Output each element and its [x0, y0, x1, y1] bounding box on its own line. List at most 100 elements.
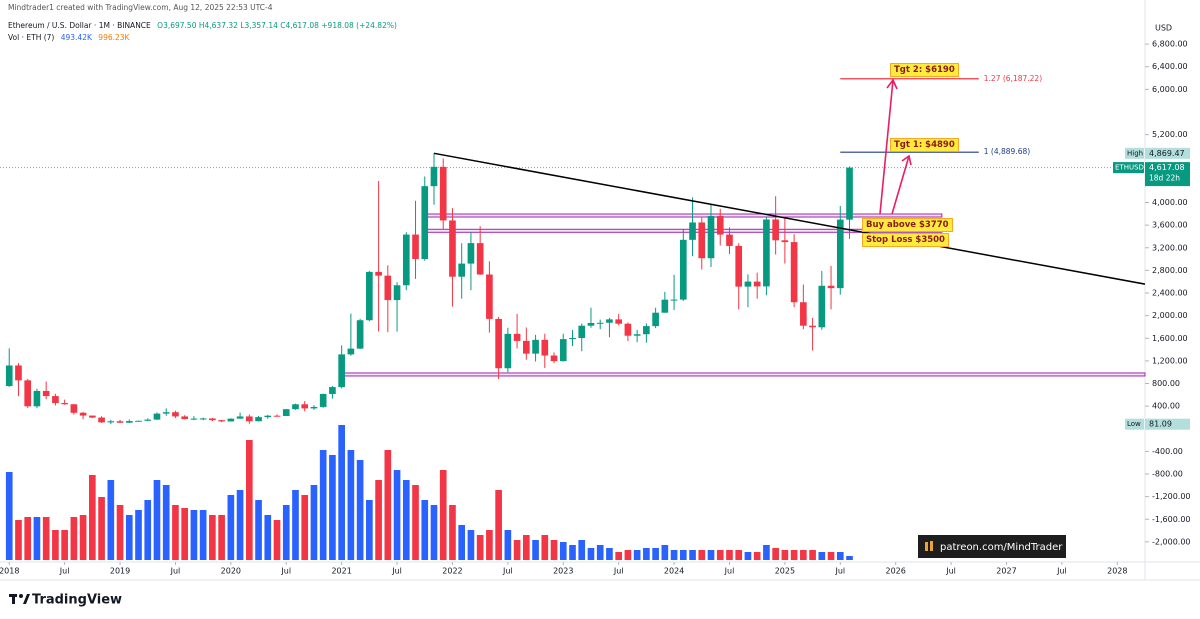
candle-body	[144, 419, 152, 421]
volume-bar	[15, 520, 22, 560]
volume-bar	[356, 460, 364, 560]
symbol: Ethereum / U.S. Dollar · 1M · BINANCE	[8, 21, 151, 30]
volume-bar	[209, 515, 216, 560]
volume-bar	[70, 517, 78, 560]
volume-bar	[319, 450, 327, 560]
candle-body	[495, 318, 502, 369]
volume-bar	[282, 505, 290, 560]
candle-body	[633, 334, 641, 336]
candle-body	[606, 319, 613, 323]
fib-label: 1 (4,889.68)	[984, 147, 1030, 156]
candle-body	[615, 319, 622, 324]
candle-body	[763, 219, 770, 287]
candle-body	[310, 406, 318, 409]
tag-name-box	[1125, 418, 1144, 430]
volume-bar	[384, 450, 392, 560]
volume-bar	[836, 552, 844, 560]
volume-bar	[5, 472, 13, 560]
x-tick-label: 2028	[1107, 567, 1127, 576]
candle-body	[818, 285, 826, 328]
volume-bar	[726, 550, 733, 560]
x-tick-label: Jul	[945, 567, 956, 576]
volume-bar	[643, 548, 650, 560]
candle-body	[421, 186, 429, 260]
x-tick-label: Jul	[502, 567, 513, 576]
candle-body	[42, 390, 50, 397]
candle-body	[33, 390, 41, 407]
volume-bar	[513, 540, 521, 560]
y-tick-label: 800.00	[1152, 379, 1180, 388]
y-tick-label: 6,000.00	[1152, 85, 1188, 94]
volume-bar	[255, 500, 262, 560]
logo-icon	[23, 594, 30, 604]
candle-body	[624, 323, 632, 336]
arrow	[891, 154, 912, 215]
candle-body	[384, 275, 392, 301]
volume-bar	[550, 540, 558, 560]
tag-value-box	[1145, 418, 1190, 430]
candle-body	[292, 404, 299, 410]
symbol-line: Ethereum / U.S. Dollar · 1M · BINANCE O3…	[8, 21, 397, 30]
candle-body	[698, 222, 706, 259]
volume-bar	[781, 550, 789, 560]
candle-body	[541, 339, 549, 356]
candle-body	[264, 415, 272, 418]
volume-bar	[615, 552, 622, 560]
candle-body	[319, 393, 327, 407]
candle-body	[836, 219, 844, 289]
volume-bar	[495, 490, 502, 560]
fib-label: 1.27 (6,187.22)	[984, 74, 1042, 83]
volume-bar	[439, 470, 447, 560]
volume-bar	[412, 485, 419, 560]
candle-body	[430, 166, 438, 187]
candle-body	[236, 416, 244, 419]
candle-body	[347, 348, 355, 355]
watermark-icon	[925, 542, 928, 551]
x-tick-label: 2019	[110, 567, 130, 576]
tag-name-box	[1113, 162, 1144, 174]
volume-bar	[504, 530, 512, 560]
candle-body	[809, 325, 816, 328]
candle-body	[846, 167, 853, 220]
candle-body	[569, 337, 576, 340]
candle-body	[476, 243, 484, 275]
zone	[341, 372, 1146, 377]
y-tick-label: 6,400.00	[1152, 62, 1188, 71]
volume-bar	[402, 480, 410, 560]
x-tick-label: 2021	[331, 567, 351, 576]
tag-name: High	[1127, 149, 1143, 157]
candle-body	[375, 271, 382, 276]
volume-bar	[559, 542, 567, 560]
y-tick-label: -1,600.00	[1152, 515, 1191, 524]
volume-bar	[476, 535, 484, 560]
candle-body	[61, 403, 68, 405]
candle-body	[513, 333, 521, 341]
y-tick-label: 5,200.00	[1152, 130, 1188, 139]
candle-body	[559, 339, 567, 362]
volume-bar	[33, 517, 41, 560]
volume-bar	[467, 530, 475, 560]
volume-bar	[633, 550, 641, 560]
volume-bar	[818, 552, 826, 560]
candle-body	[781, 240, 789, 243]
candle-body	[153, 413, 161, 420]
candle-body	[52, 396, 59, 404]
volume-bar	[338, 425, 345, 560]
y-tick-label: -2,000.00	[1152, 537, 1191, 546]
candle-body	[790, 242, 798, 303]
candle-body	[162, 412, 170, 414]
volume-bar	[264, 515, 272, 560]
volume-line: Vol · ETH (7) 493.42K 996.23K	[8, 33, 129, 42]
volume-bar	[273, 520, 281, 560]
tag-name-box	[1125, 147, 1144, 159]
candle-body	[550, 355, 558, 362]
y-tick-label: 2,000.00	[1152, 311, 1188, 320]
currency-label: USD	[1155, 24, 1172, 33]
volume-bar	[587, 548, 595, 560]
candle-body	[15, 365, 22, 381]
candle-body	[504, 333, 512, 369]
candle-body	[772, 219, 779, 241]
candle-body	[726, 234, 733, 246]
volume-bar	[458, 525, 466, 560]
